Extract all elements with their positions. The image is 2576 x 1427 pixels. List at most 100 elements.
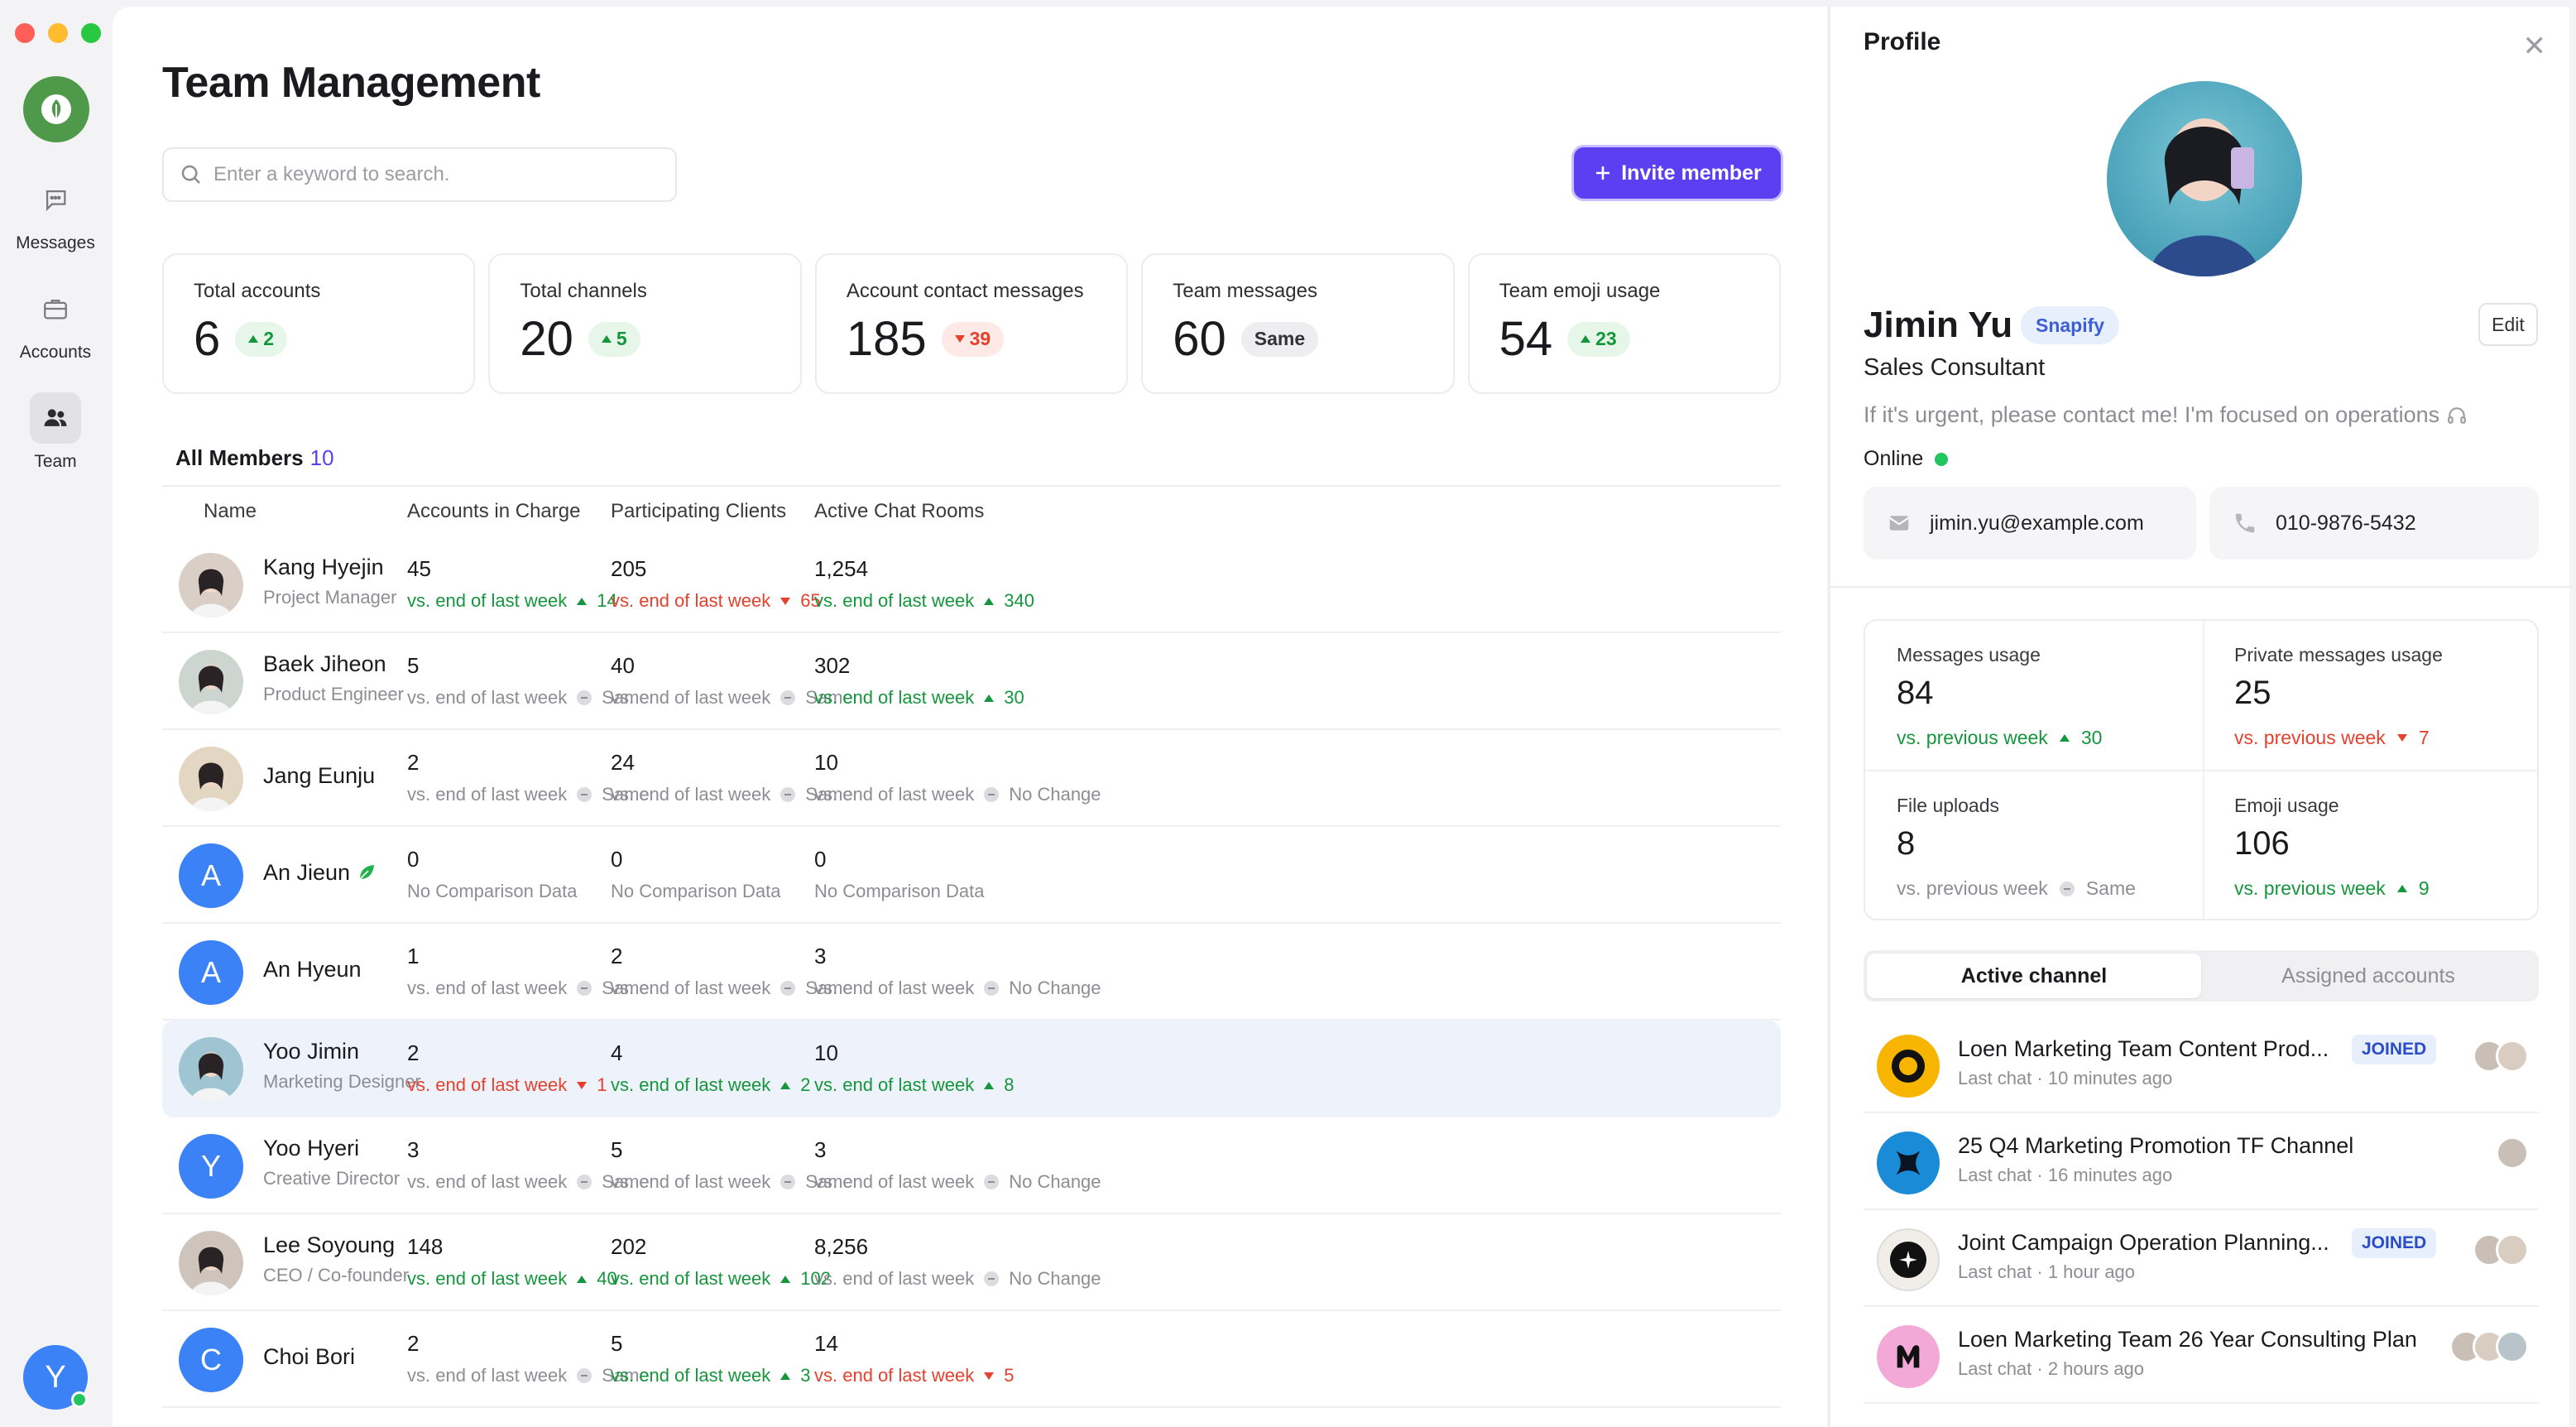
- members-count: 10: [309, 445, 334, 470]
- no-change-icon: [577, 787, 592, 802]
- metric-cell: 8,256 vs. end of last week No Change: [814, 1234, 1101, 1290]
- invite-member-button[interactable]: Invite member: [1574, 147, 1781, 199]
- metric-cell: 5 vs. end of last week Same: [611, 1137, 853, 1193]
- channel-item[interactable]: Joint Campaign Operation Planning... Last…: [1864, 1210, 2539, 1307]
- comparison-label: vs. end of last week: [407, 590, 568, 611]
- stat-label: Total channels: [520, 280, 647, 302]
- channel-item[interactable]: Loen Marketing Team Content Prod... Last …: [1864, 1016, 2539, 1113]
- member-name-text: Yoo Hyeri: [263, 1136, 360, 1160]
- current-user-avatar[interactable]: Y: [23, 1345, 88, 1410]
- stat-trend-badge: Same: [1240, 321, 1319, 357]
- comparison-delta: No Change: [1009, 978, 1101, 998]
- comparison-delta: No Change: [1009, 1171, 1101, 1192]
- metric-cell: 3 vs. end of last week Same: [407, 1137, 650, 1193]
- column-header-chat-rooms[interactable]: Active Chat Rooms: [814, 500, 985, 522]
- channel-item[interactable]: 25 Q4 Marketing Promotion TF Channel Last…: [1864, 1113, 2539, 1210]
- channel-item[interactable]: Loen Marketing Team 26 Year Consulting P…: [1864, 1307, 2539, 1404]
- tab-active-channel[interactable]: Active channel: [1867, 954, 2201, 998]
- column-header-name[interactable]: Name: [204, 500, 257, 522]
- avatar: [179, 747, 243, 811]
- metric-comparison: vs. end of last week Same: [611, 687, 853, 709]
- sidebar-item-label: Team: [34, 452, 77, 471]
- comparison-delta: Same: [805, 1171, 853, 1192]
- edit-profile-button[interactable]: Edit: [2478, 303, 2538, 346]
- search-box[interactable]: [162, 147, 677, 202]
- trend-up-icon: [2396, 885, 2407, 892]
- member-avatar-stack: [2449, 1330, 2529, 1363]
- no-change-icon: [577, 1175, 592, 1189]
- minimize-window-button[interactable]: [48, 23, 68, 43]
- maximize-window-button[interactable]: [81, 23, 101, 43]
- metric-value: 0: [407, 847, 420, 872]
- metric-comparison: vs. end of last week 3: [611, 1365, 810, 1386]
- member-name: Yoo Hyeri: [263, 1136, 400, 1161]
- table-row[interactable]: Yoo Jimin Marketing Designer 2 vs. end of l…: [162, 1021, 1781, 1117]
- panel-title: Profile: [1864, 28, 1941, 55]
- table-row[interactable]: Baek Jiheon Product Engineer 5 vs. end of l…: [162, 633, 1781, 730]
- close-icon[interactable]: ✕: [2522, 31, 2547, 62]
- sidebar-item-accounts[interactable]: Accounts: [0, 283, 111, 363]
- column-header-accounts[interactable]: Accounts in Charge: [407, 500, 581, 522]
- column-header-clients[interactable]: Participating Clients: [611, 500, 787, 522]
- metric-value: 0: [611, 847, 623, 872]
- channel-last-chat: Last chat · 1 hour ago: [1958, 1261, 2136, 1282]
- metric-value: 2: [407, 1040, 420, 1065]
- comparison-delta: 7: [2418, 727, 2430, 748]
- panel-divider: [1830, 586, 2571, 588]
- window-controls: [15, 23, 101, 43]
- member-name-block: Kang Hyejin Project Manager: [263, 555, 396, 608]
- sidebar-item-team[interactable]: Team: [0, 392, 111, 472]
- table-row[interactable]: A An Hyeun 1 vs. end of last week Same 2 vs. e…: [162, 924, 1781, 1021]
- stat-value: 20: [520, 312, 573, 366]
- metric-comparison: vs. end of last week No Change: [814, 1171, 1101, 1193]
- email-contact[interactable]: jimin.yu@example.com: [1864, 487, 2196, 560]
- channel-name: 25 Q4 Marketing Promotion TF Channel: [1958, 1133, 2354, 1158]
- metric-value: 3: [407, 1137, 420, 1162]
- leaf-logo-icon[interactable]: [23, 76, 89, 142]
- trend-down-icon: [984, 1372, 995, 1380]
- sidebar-item-label: Messages: [16, 233, 95, 252]
- page-title: Team Management: [162, 59, 540, 107]
- table-row[interactable]: Jang Eunju 2 vs. end of last week Same 24 vs.…: [162, 730, 1781, 827]
- member-name: Baek Jiheon: [263, 651, 404, 677]
- tab-assigned-accounts[interactable]: Assigned accounts: [2281, 963, 2455, 987]
- no-change-icon: [984, 1175, 1000, 1189]
- search-input[interactable]: [213, 163, 644, 186]
- table-row[interactable]: A An Jieun 0 No Comparison Data 0 No Compari…: [162, 827, 1781, 924]
- table-row[interactable]: Lee Soyoung CEO / Co-founder 148 vs. end of…: [162, 1214, 1781, 1311]
- member-name-block: An Jieun: [263, 860, 377, 886]
- member-role: Product Engineer: [263, 684, 404, 704]
- comparison-delta: 14: [597, 590, 617, 611]
- profile-job-title: Sales Consultant: [1864, 354, 2046, 381]
- channel-name: Loen Marketing Team Content Prod...: [1958, 1036, 2329, 1061]
- comparison-delta: No Change: [1009, 1268, 1101, 1289]
- trend-up-icon: [577, 1275, 588, 1283]
- sidebar-item-messages[interactable]: Messages: [0, 174, 111, 253]
- table-row[interactable]: Y Yoo Hyeri Creative Director 3 vs. end of l…: [162, 1117, 1781, 1214]
- stat-trend-value: 5: [616, 328, 627, 349]
- metric-value: 1,254: [814, 556, 869, 581]
- metric-cell: 3 vs. end of last week No Change: [814, 944, 1101, 999]
- trend-up-icon: [984, 694, 995, 702]
- metric-value: 8,256: [814, 1234, 869, 1259]
- usage-comparison: vs. previous week 30: [1897, 727, 2171, 749]
- metric-comparison: vs. end of last week Same: [407, 687, 650, 709]
- briefcase-icon: [30, 283, 81, 334]
- x-logo-icon: [1877, 1132, 1940, 1194]
- comparison-delta: 1: [597, 1074, 607, 1095]
- comparison-delta: 102: [800, 1268, 831, 1289]
- joined-badge: JOINED: [2352, 1228, 2437, 1258]
- avatar-initial: A: [200, 955, 221, 989]
- metric-cell: 302 vs. end of last week 30: [814, 653, 1024, 709]
- avatar-initial: A: [200, 858, 221, 892]
- metric-cell: 202 vs. end of last week 102: [611, 1234, 831, 1290]
- table-row[interactable]: Kang Hyejin Project Manager 45 vs. end of l…: [162, 536, 1781, 633]
- table-row[interactable]: C Choi Bori 2 vs. end of last week Same 5 vs. …: [162, 1311, 1781, 1408]
- online-dot: [1935, 452, 1949, 466]
- stat-card: Team messages 60 Same: [1141, 253, 1455, 394]
- members-heading: All Members 10: [175, 445, 334, 471]
- member-name-text: An Jieun: [263, 860, 351, 885]
- no-change-icon: [780, 787, 796, 802]
- phone-contact[interactable]: 010-9876-5432: [2209, 487, 2539, 560]
- close-window-button[interactable]: [15, 23, 35, 43]
